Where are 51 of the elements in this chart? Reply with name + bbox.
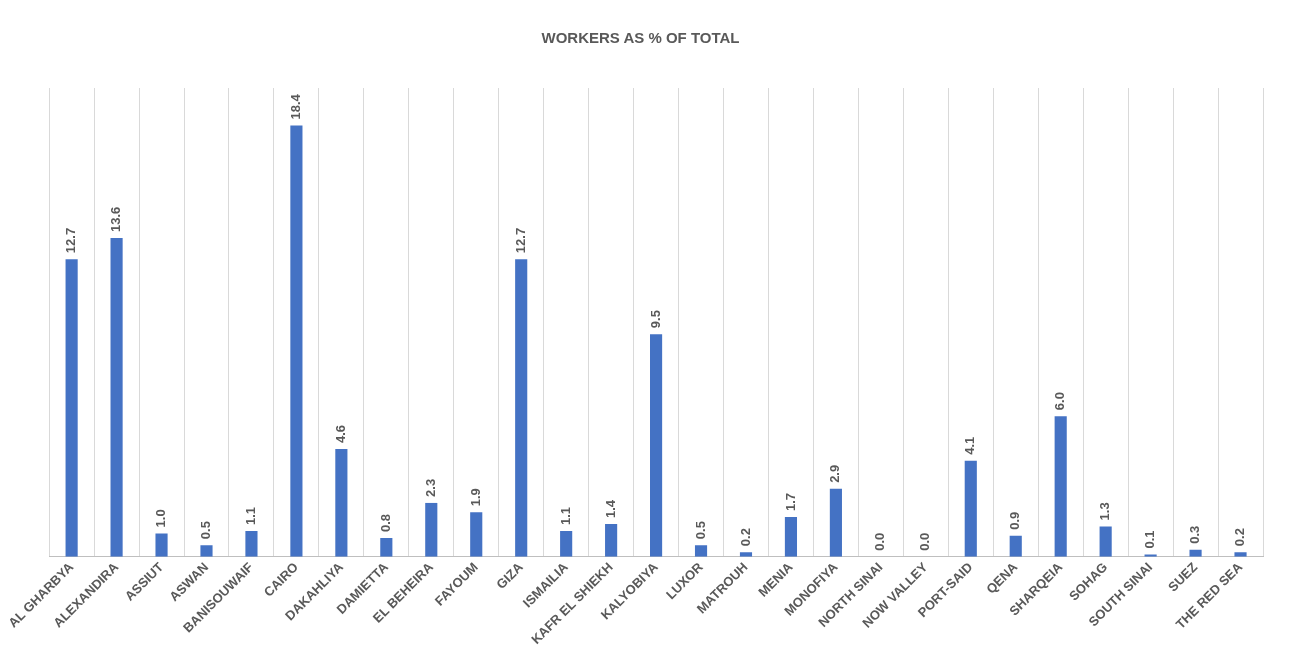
data-label: 1.4 — [602, 499, 618, 519]
bar — [964, 460, 977, 557]
bar — [829, 488, 842, 557]
bar — [1234, 552, 1247, 557]
bar — [425, 502, 438, 557]
bar — [290, 125, 303, 557]
data-label: 12.7 — [512, 227, 528, 254]
bar — [470, 512, 483, 557]
bar — [380, 538, 393, 557]
data-label: 18.4 — [287, 93, 303, 120]
bar — [110, 238, 123, 557]
data-label: 0.5 — [198, 521, 214, 540]
data-label: 1.3 — [1097, 502, 1113, 521]
bar — [1099, 526, 1112, 557]
data-label: 1.0 — [153, 509, 169, 528]
bar — [1009, 535, 1022, 557]
data-label: 0.2 — [1232, 528, 1248, 547]
data-label: 0.1 — [1142, 530, 1158, 549]
bar — [650, 334, 663, 557]
data-label: 6.0 — [1052, 392, 1068, 411]
data-label: 1.9 — [467, 488, 483, 507]
data-label: 1.1 — [243, 506, 259, 526]
data-label: 2.9 — [827, 464, 843, 483]
bar — [335, 449, 348, 557]
bar — [605, 524, 618, 557]
data-label: 0.0 — [917, 532, 933, 551]
bar — [155, 533, 168, 557]
bar — [784, 517, 798, 557]
data-label: 4.1 — [962, 436, 978, 455]
data-label: 0.8 — [377, 514, 393, 533]
bar — [200, 545, 213, 557]
data-label: 2.3 — [422, 478, 438, 497]
data-label: 0.5 — [692, 521, 708, 540]
bar — [1189, 549, 1202, 557]
data-label: 0.3 — [1187, 525, 1203, 544]
data-label: 1.1 — [557, 506, 573, 526]
bar — [245, 531, 258, 557]
data-label: 4.6 — [332, 424, 348, 444]
bar — [65, 259, 78, 557]
data-label: 0.2 — [737, 528, 753, 547]
bar — [694, 545, 708, 557]
bar — [1054, 416, 1067, 557]
chart-title: WORKERS AS % OF TOTAL — [541, 29, 740, 47]
bar — [515, 259, 528, 557]
data-label: 12.7 — [63, 227, 79, 254]
bar — [560, 531, 573, 557]
data-label: 0.9 — [1007, 511, 1023, 530]
data-label: 9.5 — [647, 310, 663, 329]
data-label: 13.6 — [108, 206, 124, 233]
data-label: 0.0 — [872, 532, 888, 551]
data-label: 1.7 — [782, 492, 798, 511]
